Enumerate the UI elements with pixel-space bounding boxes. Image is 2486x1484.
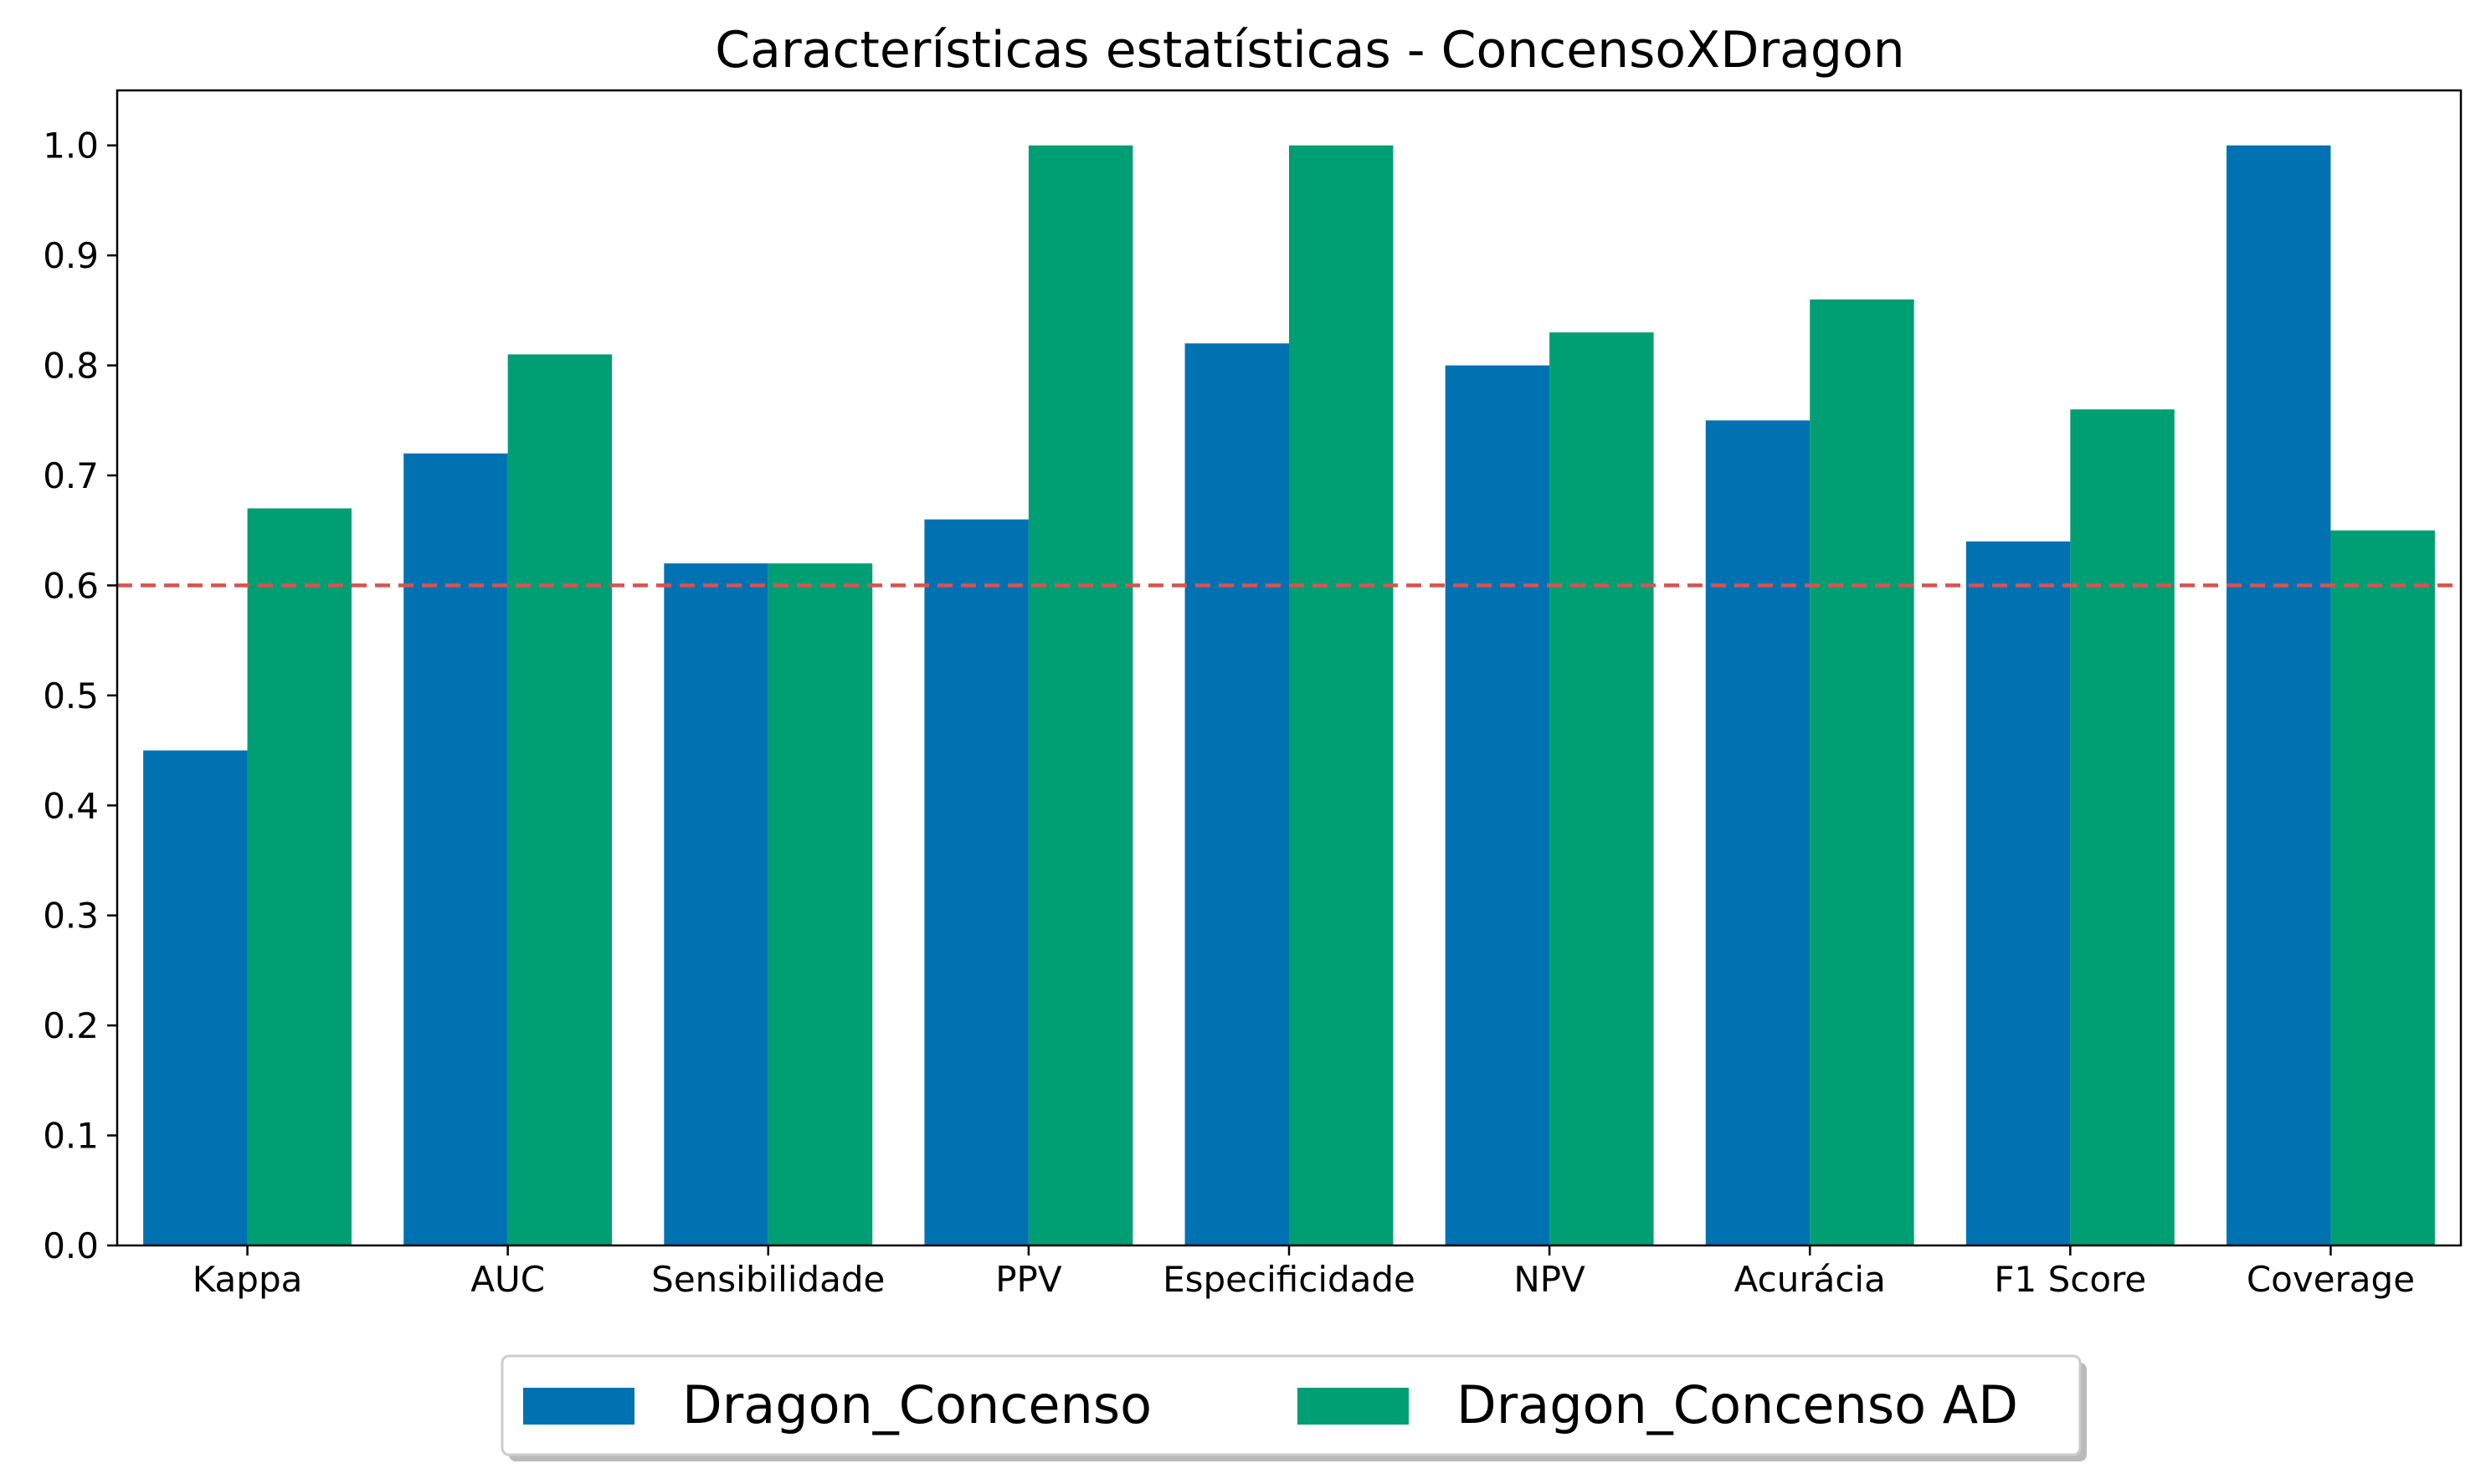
x-tick-label: PPV [995, 1259, 1062, 1300]
bar-series-2-coverage [2330, 530, 2435, 1245]
bar-series-2-acur-cia [1810, 299, 1914, 1245]
bar-series-2-especificidade [1289, 145, 1394, 1246]
bar-series-2-f1-score [2070, 409, 2175, 1246]
bar-series-2-ppv [1028, 145, 1133, 1246]
x-tick-label: Sensibilidade [651, 1259, 885, 1300]
bar-series-1-auc [403, 453, 508, 1245]
x-tick-label: F1 Score [1994, 1259, 2146, 1300]
bars-layer [143, 145, 2435, 1246]
y-axis: 0.0 0.1 0.2 0.3 0.4 0.5 0.6 0.7 0.8 0.9 1.0 [43, 126, 117, 1266]
legend-label: Dragon_Concenso AD [1456, 1374, 2018, 1435]
legend-box [501, 1354, 2082, 1456]
bar-series-1-sensibilidade [664, 563, 768, 1245]
y-tick-label: 0.7 [43, 455, 99, 496]
y-tick-label: 0.1 [43, 1116, 99, 1157]
x-tick-label: Kappa [193, 1259, 303, 1300]
bar-series-1-coverage [2227, 145, 2331, 1246]
x-tick-label: Coverage [2247, 1259, 2415, 1300]
bar-series-1-kappa [143, 750, 248, 1245]
y-tick-label: 1.0 [43, 126, 99, 167]
y-tick-label: 0.5 [43, 675, 99, 716]
x-tick-label: Especificidade [1163, 1259, 1415, 1300]
legend-label: Dragon_Concenso [682, 1374, 1152, 1435]
y-tick-label: 0.0 [43, 1225, 99, 1266]
legend: Dragon_Concenso Dragon_Concenso AD [501, 1354, 2087, 1461]
y-tick-label: 0.6 [43, 565, 99, 606]
y-tick-label: 0.4 [43, 785, 99, 826]
bar-series-2-sensibilidade [768, 563, 873, 1245]
x-axis: Kappa AUC Sensibilidade PPV Especificidade NP… [193, 1245, 2415, 1300]
x-tick-label: Acurácia [1734, 1259, 1886, 1300]
chart-title: Características estatísticas - ConcensoX… [715, 21, 1904, 80]
y-tick-label: 0.9 [43, 235, 99, 276]
y-tick-label: 0.3 [43, 896, 99, 937]
bar-series-1-f1-score [1965, 541, 2071, 1245]
bar-series-2-auc [507, 354, 613, 1245]
bar-series-1-npv [1445, 365, 1550, 1246]
bar-series-1-especificidade [1184, 343, 1289, 1246]
bar-series-1-ppv [924, 519, 1029, 1245]
y-tick-label: 0.2 [43, 1005, 99, 1046]
x-tick-label: AUC [470, 1259, 545, 1300]
bar-series-2-kappa [247, 508, 352, 1245]
legend-swatch [1297, 1388, 1409, 1425]
x-tick-label: NPV [1513, 1259, 1585, 1300]
bar-series-2-npv [1549, 332, 1654, 1246]
y-tick-label: 0.8 [43, 346, 99, 387]
bar-series-1-acur-cia [1705, 420, 1811, 1245]
legend-swatch [523, 1388, 634, 1425]
